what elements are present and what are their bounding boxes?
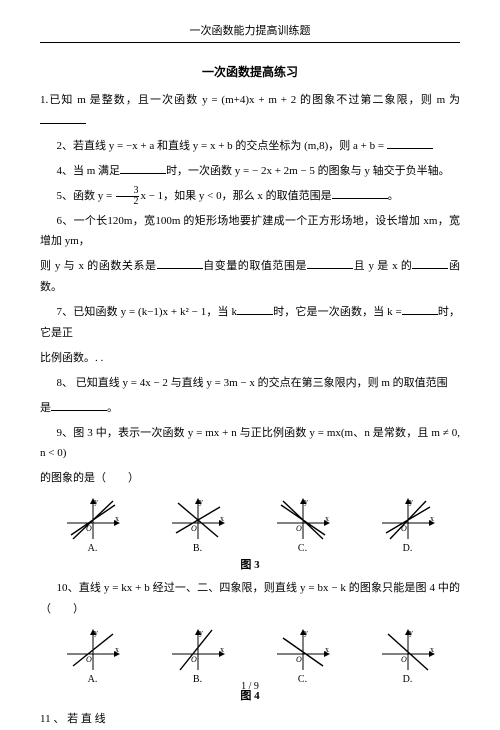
graph-svg: y x O [273, 495, 333, 541]
graph-3a: y x O A. [63, 495, 123, 554]
svg-text:y: y [304, 497, 308, 506]
svg-text:x: x [115, 645, 119, 654]
graph-3d: y x O D. [378, 495, 438, 554]
svg-text:x: x [430, 514, 434, 523]
figure-3-graphs: y x O A. y x O B. y [40, 495, 460, 554]
blank [40, 113, 86, 124]
frac-den: 2 [116, 197, 140, 207]
svg-text:y: y [94, 497, 98, 506]
question-6: 6、一个长120m，宽100m 的矩形场地要扩建成一个正方形场地，设长增加 xm… [40, 211, 460, 253]
blank [157, 258, 203, 269]
svg-text:y: y [409, 497, 413, 506]
blank [402, 304, 438, 315]
svg-text:y: y [94, 628, 98, 637]
graph-svg: y x O [168, 626, 228, 672]
q1-text: 1.已知 m 是整数，且一次函数 y = (m+4)x + m + 2 的图象不… [40, 94, 460, 106]
q9-text-a: 9、图 3 中，表示一次函数 y = mx + n 与正比例函数 y = mx(… [40, 427, 460, 460]
svg-text:y: y [409, 628, 413, 637]
question-8: 8、 已知直线 y = 4x − 2 与直线 y = 3m − x 的交点在第三… [40, 373, 460, 394]
graph-3b: y x O B. [168, 495, 228, 554]
svg-text:O: O [296, 524, 302, 533]
q11-text: 11 、 若 直 线 [40, 713, 106, 725]
blank [237, 304, 273, 315]
fraction: 32 [116, 186, 140, 207]
svg-text:O: O [401, 655, 407, 664]
label-a: A. [63, 543, 123, 554]
graph-svg: y x O [273, 626, 333, 672]
graph-4c: y x O C. [273, 626, 333, 685]
question-4: 4、当 m 满足 时，一次函数 y = − 2x + 2m − 5 的图象与 y … [40, 161, 460, 182]
graph-4a: y x O A. [63, 626, 123, 685]
question-9: 9、图 3 中，表示一次函数 y = mx + n 与正比例函数 y = mx(… [40, 423, 460, 465]
label-c: C. [273, 543, 333, 554]
question-11: 11 、 若 直 线 [40, 709, 460, 730]
graph-svg: y x O [378, 495, 438, 541]
svg-text:x: x [115, 514, 119, 523]
svg-text:y: y [199, 628, 203, 637]
blank [120, 163, 166, 174]
question-8b: 是。 [40, 398, 460, 419]
figure-4-graphs: y x O A. y x O B. y x [40, 626, 460, 685]
svg-text:O: O [401, 524, 407, 533]
q4-text-b: 时，一次函数 y = − 2x + 2m − 5 的图象与 y 轴交于负半轴。 [166, 165, 450, 177]
page-title: 一次函数提高练习 [40, 63, 460, 80]
question-5: 5、函数 y = 32x − 1，如果 y < 0，那么 x 的取值范围是。 [40, 186, 460, 207]
q7-text-b: 时，它是一次函数，当 k = [273, 306, 402, 318]
blank [307, 258, 353, 269]
svg-text:x: x [325, 645, 329, 654]
q8-text-b: 是 [40, 402, 51, 414]
label-d: D. [378, 543, 438, 554]
question-7b: 比例函数。. . [40, 348, 460, 369]
svg-text:x: x [220, 645, 224, 654]
q5-text-b: x − 1，如果 y < 0，那么 x 的取值范围是 [140, 190, 331, 202]
q6-text-d: 且 y 是 x 的 [353, 260, 412, 272]
svg-text:x: x [430, 645, 434, 654]
question-2: 2、若直线 y = −x + a 和直线 y = x + b 的交点坐标为 (m… [40, 136, 460, 157]
question-6b: 则 y 与 x 的函数关系是自变量的取值范围是且 y 是 x 的函数。 [40, 256, 460, 298]
page-header: 一次函数能力提高训练题 [40, 22, 460, 43]
blank [332, 188, 388, 199]
graph-svg: y x O [168, 495, 228, 541]
figure-3-label: 图 3 [40, 556, 460, 572]
svg-text:O: O [86, 524, 92, 533]
page-footer: 1 / 9 [0, 681, 500, 692]
blank [51, 400, 107, 411]
blank [412, 258, 448, 269]
q2-text: 2、若直线 y = −x + a 和直线 y = x + b 的交点坐标为 (m… [57, 140, 387, 152]
q7-text-d: 比例函数。. . [40, 352, 103, 364]
q8-text-a: 8、 已知直线 y = 4x − 2 与直线 y = 3m − x 的交点在第三… [57, 377, 448, 389]
blank [387, 138, 433, 149]
svg-text:x: x [325, 514, 329, 523]
q6-text-b: 则 y 与 x 的函数关系是 [40, 260, 157, 272]
q6-text-a: 6、一个长120m，宽100m 的矩形场地要扩建成一个正方形场地，设长增加 xm… [40, 215, 460, 248]
question-9b: 的图象的是（ ） [40, 468, 460, 489]
question-10: 10、直线 y = kx + b 经过一、二、四象限，则直线 y = bx − … [40, 578, 460, 620]
svg-text:O: O [86, 655, 92, 664]
q4-text-a: 4、当 m 满足 [57, 165, 121, 177]
question-7: 7、已知函数 y = (k−1)x + k² − 1，当 k 时，它是一次函数，当… [40, 302, 460, 344]
question-1: 1.已知 m 是整数，且一次函数 y = (m+4)x + m + 2 的图象不… [40, 90, 460, 132]
q5-text-a: 5、函数 y = [57, 190, 115, 202]
graph-4d: y x O D. [378, 626, 438, 685]
frac-num: 3 [116, 186, 140, 197]
graph-svg: y x O [378, 626, 438, 672]
q9-text-b: 的图象的是（ ） [40, 472, 139, 484]
q10-text: 10、直线 y = kx + b 经过一、二、四象限，则直线 y = bx − … [40, 582, 460, 615]
svg-text:O: O [296, 655, 302, 664]
svg-text:y: y [304, 628, 308, 637]
graph-3c: y x O C. [273, 495, 333, 554]
svg-text:O: O [191, 524, 197, 533]
svg-text:y: y [199, 497, 203, 506]
svg-text:x: x [220, 514, 224, 523]
label-b: B. [168, 543, 228, 554]
q6-text-c: 自变量的取值范围是 [203, 260, 307, 272]
graph-4b: y x O B. [168, 626, 228, 685]
graph-svg: y x O [63, 495, 123, 541]
q7-text-a: 7、已知函数 y = (k−1)x + k² − 1，当 k [57, 306, 237, 318]
graph-svg: y x O [63, 626, 123, 672]
svg-text:O: O [191, 655, 197, 664]
